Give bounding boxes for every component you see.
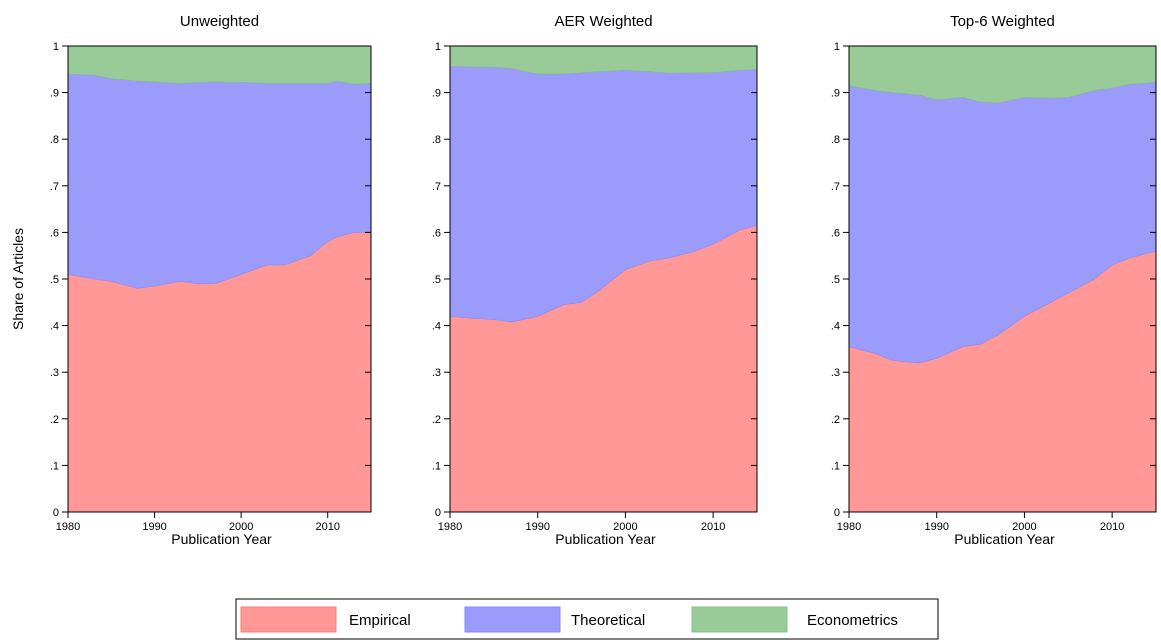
y-tick-label: .2 bbox=[831, 414, 840, 426]
y-tick-label: .9 bbox=[831, 88, 840, 100]
legend-label-empirical: Empirical bbox=[349, 612, 411, 629]
y-tick-label: .3 bbox=[50, 367, 59, 379]
y-tick-label: .4 bbox=[432, 321, 441, 333]
panel-title: Unweighted bbox=[180, 13, 259, 30]
y-axis-title: Share of Articles bbox=[10, 228, 26, 330]
x-axis-title: Publication Year bbox=[555, 531, 656, 547]
y-tick-label: .9 bbox=[432, 88, 441, 100]
y-tick-label: .8 bbox=[50, 134, 59, 146]
y-tick-label: 1 bbox=[53, 41, 59, 53]
y-tick-label: .8 bbox=[432, 134, 441, 146]
y-tick-label: .4 bbox=[50, 321, 59, 333]
econometrics-area bbox=[68, 46, 371, 84]
y-tick-label: .1 bbox=[50, 460, 59, 472]
panel-title: AER Weighted bbox=[554, 13, 652, 30]
y-tick-label: 0 bbox=[435, 507, 441, 519]
y-tick-label: .7 bbox=[50, 181, 59, 193]
x-tick-label: 1990 bbox=[525, 521, 549, 533]
y-tick-label: .5 bbox=[831, 274, 840, 286]
y-tick-label: 0 bbox=[834, 507, 840, 519]
x-tick-label: 2010 bbox=[315, 521, 339, 533]
y-tick-label: .6 bbox=[432, 227, 441, 239]
legend-label-econometrics: Econometrics bbox=[807, 612, 898, 629]
legend-swatch-empirical bbox=[241, 607, 336, 632]
x-tick-label: 1980 bbox=[837, 521, 861, 533]
y-tick-label: .5 bbox=[50, 274, 59, 286]
y-tick-label: .3 bbox=[831, 367, 840, 379]
y-tick-label: .5 bbox=[432, 274, 441, 286]
x-axis-title: Publication Year bbox=[954, 531, 1055, 547]
x-tick-label: 1980 bbox=[438, 521, 462, 533]
y-tick-label: .6 bbox=[50, 227, 59, 239]
y-tick-label: .7 bbox=[432, 181, 441, 193]
y-tick-label: 0 bbox=[53, 507, 59, 519]
y-tick-label: 1 bbox=[435, 41, 441, 53]
y-tick-label: .8 bbox=[831, 134, 840, 146]
y-tick-label: .6 bbox=[831, 227, 840, 239]
y-tick-label: .1 bbox=[432, 460, 441, 472]
y-tick-label: .2 bbox=[50, 414, 59, 426]
y-tick-label: .7 bbox=[831, 181, 840, 193]
y-tick-label: .1 bbox=[831, 460, 840, 472]
y-tick-label: .3 bbox=[432, 367, 441, 379]
y-tick-label: .9 bbox=[50, 88, 59, 100]
y-tick-label: .4 bbox=[831, 321, 840, 333]
x-tick-label: 1990 bbox=[142, 521, 166, 533]
legend: Empirical Theoretical Econometrics bbox=[236, 599, 938, 639]
x-tick-label: 1980 bbox=[56, 521, 80, 533]
legend-label-theoretical: Theoretical bbox=[571, 612, 645, 629]
x-axis-title: Publication Year bbox=[171, 531, 272, 547]
x-tick-label: 2010 bbox=[1100, 521, 1124, 533]
legend-swatch-theoretical bbox=[465, 607, 560, 632]
y-tick-label: 1 bbox=[834, 41, 840, 53]
y-tick-label: .2 bbox=[432, 414, 441, 426]
x-tick-label: 2010 bbox=[701, 521, 725, 533]
legend-swatch-econometrics bbox=[692, 607, 787, 632]
panel-title: Top-6 Weighted bbox=[950, 13, 1055, 30]
x-tick-label: 1990 bbox=[924, 521, 948, 533]
